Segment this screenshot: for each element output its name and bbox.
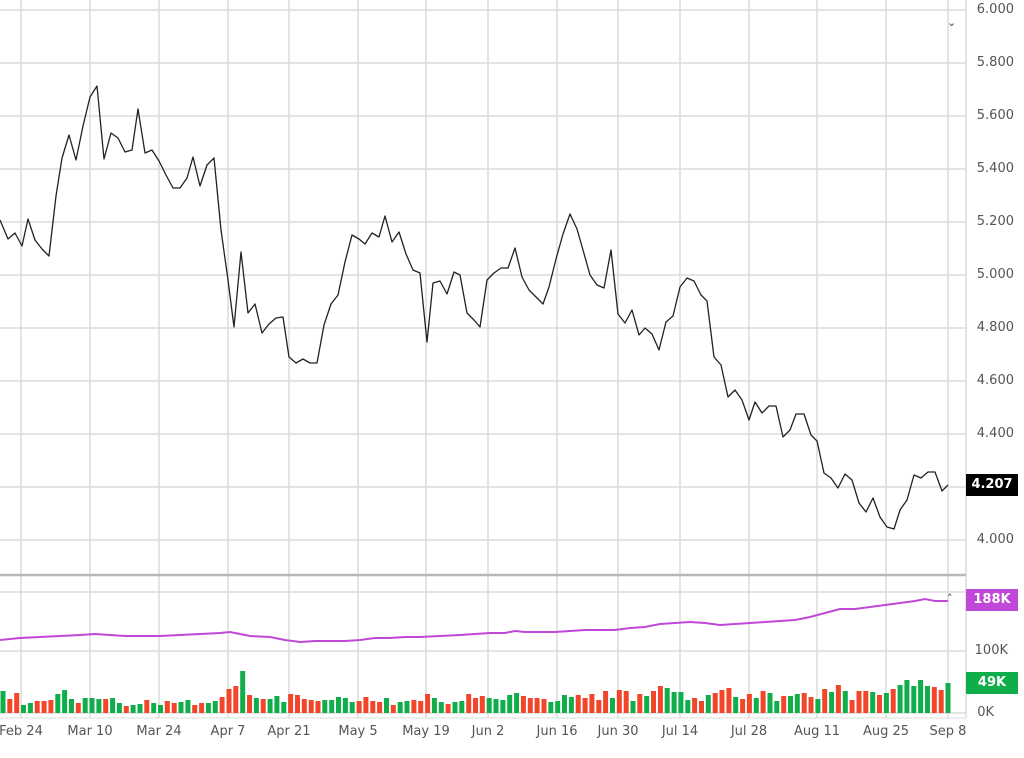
x-tick-label: Apr 21	[267, 724, 311, 739]
price-tick: 6.000	[976, 2, 1014, 17]
volume-tick-100k: 100K	[974, 643, 1008, 658]
price-tick: 5.600	[976, 108, 1014, 123]
x-tick-label: May 5	[338, 724, 378, 739]
x-tick-label: Jun 16	[536, 724, 578, 739]
x-tick-label: Apr 7	[210, 724, 246, 739]
expand-volume-panel-icon[interactable]: ˄	[947, 592, 953, 605]
avg-volume-badge: 188K	[966, 589, 1018, 611]
x-tick-label: Jun 30	[597, 724, 639, 739]
volume-tick-0k: 0K	[977, 705, 994, 720]
x-tick-label: Mar 24	[136, 724, 182, 739]
x-tick-label: Aug 11	[793, 724, 841, 739]
last-volume-badge: 49K	[966, 672, 1018, 694]
last-price-badge: 4.207	[966, 474, 1018, 496]
x-tick-label: Jul 28	[730, 724, 768, 739]
x-tick-label: Sep 8	[929, 724, 967, 739]
x-tick-label: Feb 24	[0, 724, 43, 739]
price-tick: 4.800	[976, 320, 1014, 335]
price-tick: 5.000	[976, 267, 1014, 282]
price-tick: 4.000	[976, 532, 1014, 547]
price-tick: 5.800	[976, 55, 1014, 70]
price-tick: 4.600	[976, 373, 1014, 388]
x-tick-label: May 19	[402, 724, 450, 739]
collapse-price-panel-icon[interactable]: ⌄	[947, 16, 957, 29]
x-tick-label: Aug 25	[862, 724, 910, 739]
x-tick-label: Jul 14	[661, 724, 699, 739]
x-tick-label: Mar 10	[67, 724, 113, 739]
price-tick: 5.400	[976, 161, 1014, 176]
price-tick: 4.400	[976, 426, 1014, 441]
x-tick-label: Jun 2	[471, 724, 505, 739]
price-tick: 5.200	[976, 214, 1014, 229]
